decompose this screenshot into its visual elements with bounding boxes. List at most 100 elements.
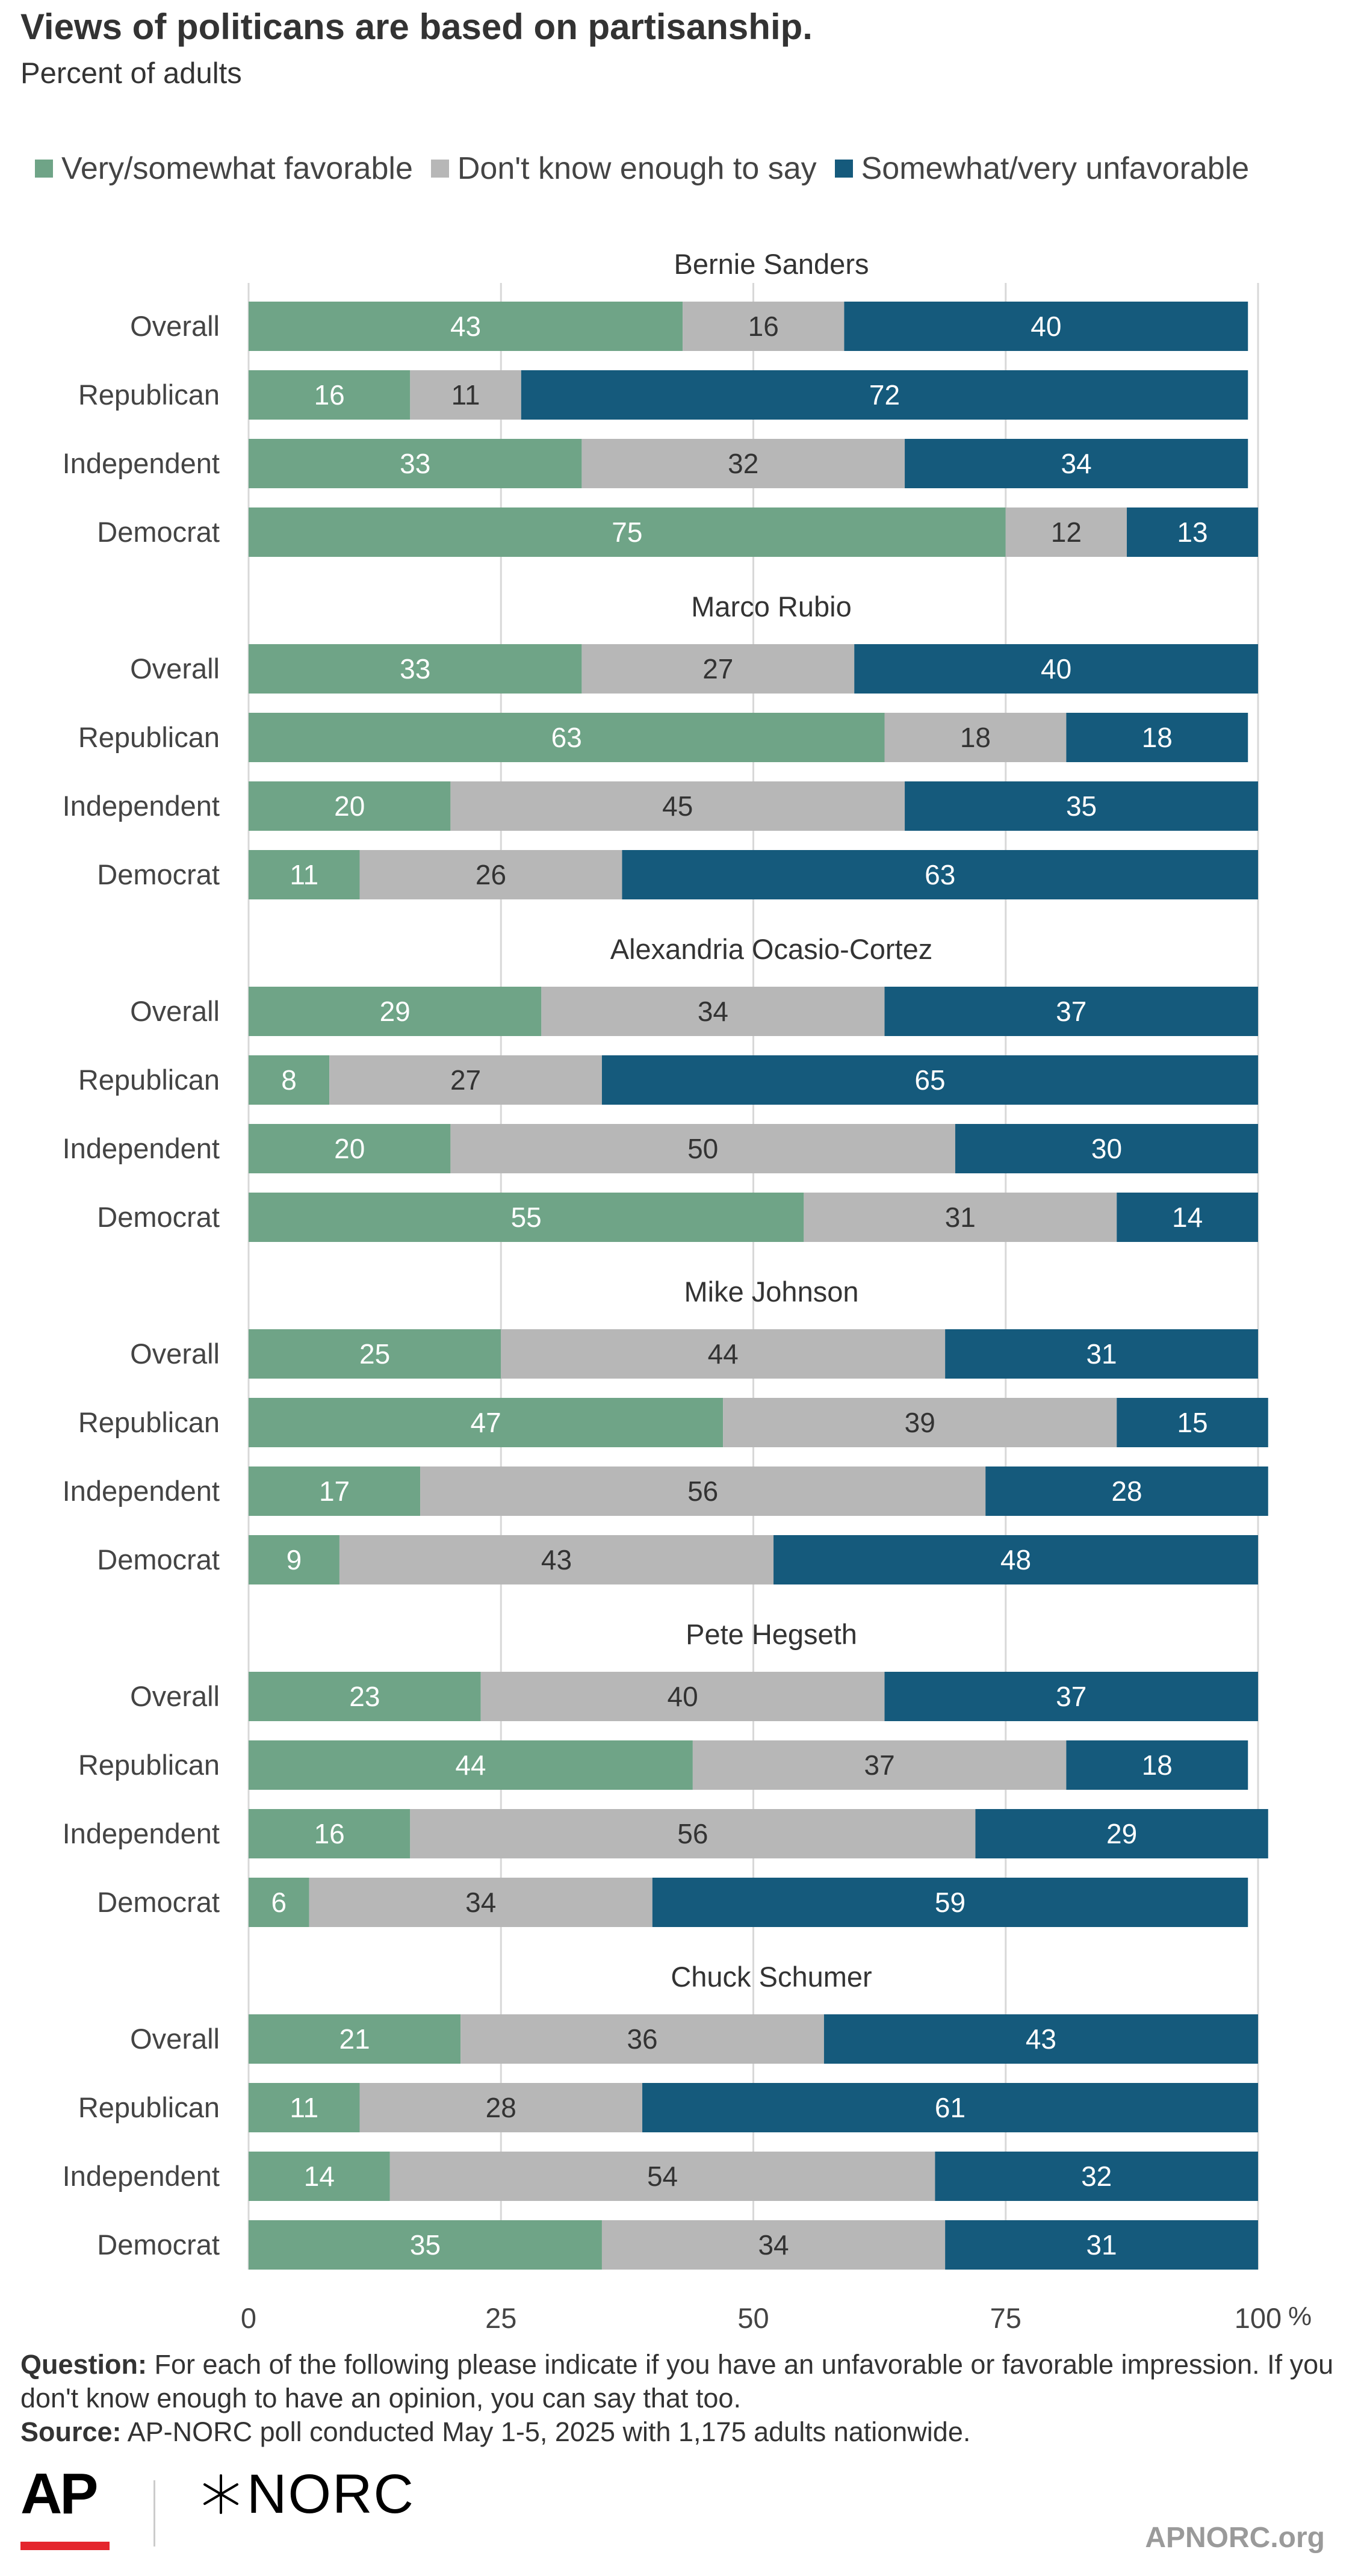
bar-segment-unfavorable — [985, 1466, 1268, 1516]
bar-segment-unfavorable — [521, 370, 1248, 420]
norc-star-icon — [203, 2474, 238, 2514]
x-tick-label: 75 — [990, 2302, 1021, 2334]
bar-segment-favorable — [249, 987, 542, 1036]
row-label: Republican — [78, 1406, 220, 1438]
footer-notes: Question: For each of the following plea… — [20, 2348, 1351, 2449]
row-label: Republican — [78, 2091, 220, 2123]
bar-segment-favorable — [249, 2083, 360, 2132]
data-label: 16 — [748, 311, 779, 342]
bar-segment-favorable — [249, 1809, 411, 1858]
chart-title: Views of politicans are based on partisa… — [20, 7, 813, 47]
bar-segment-favorable — [249, 1740, 693, 1790]
row-label: Independent — [63, 1475, 220, 1507]
bar-segment-unfavorable — [1117, 1398, 1268, 1447]
row-label: Independent — [63, 1817, 220, 1849]
question-label: Question: — [20, 2349, 147, 2380]
data-label: 18 — [960, 722, 991, 753]
bar-segment-unfavorable — [955, 1124, 1258, 1173]
row-label: Democrat — [97, 516, 220, 548]
data-label: 37 — [1056, 1681, 1086, 1712]
data-label: 43 — [541, 1544, 572, 1575]
data-label: 48 — [1000, 1544, 1031, 1575]
bar-segment-unknown — [480, 1672, 885, 1721]
data-label: 47 — [471, 1407, 501, 1438]
row-label: Republican — [78, 1064, 220, 1096]
bar-segment-unfavorable — [652, 1878, 1248, 1927]
bar-segment-unfavorable — [905, 781, 1258, 831]
data-label: 37 — [1056, 996, 1086, 1027]
x-axis-unit: % — [1288, 2301, 1312, 2331]
data-label: 34 — [698, 996, 728, 1027]
bar-segment-favorable — [249, 850, 360, 899]
bar-segment-unknown — [309, 1878, 653, 1927]
bar-segment-unfavorable — [601, 1055, 1259, 1105]
data-label: 40 — [668, 1681, 698, 1712]
data-label: 17 — [319, 1476, 350, 1507]
data-label: 63 — [551, 722, 582, 753]
bar-segment-unfavorable — [945, 1329, 1258, 1379]
data-label: 63 — [925, 859, 955, 890]
source-label: Source: — [20, 2416, 122, 2447]
bar-segment-unfavorable — [884, 987, 1258, 1036]
data-label: 15 — [1177, 1407, 1207, 1438]
data-label: 11 — [290, 859, 318, 890]
group-title: Bernie Sanders — [674, 248, 869, 280]
bar-segment-unknown — [884, 713, 1067, 762]
data-label: 40 — [1031, 311, 1061, 342]
x-tick-label: 100 — [1235, 2302, 1282, 2334]
data-label: 72 — [869, 379, 900, 411]
data-label: 65 — [914, 1064, 945, 1096]
row-label: Democrat — [97, 1201, 220, 1233]
bar-segment-unfavorable — [905, 439, 1248, 488]
data-label: 56 — [677, 1818, 708, 1849]
data-label: 34 — [758, 2229, 789, 2261]
bar-segment-unknown — [410, 370, 521, 420]
bar-segment-unfavorable — [1117, 1193, 1258, 1242]
data-label: 55 — [511, 1202, 542, 1233]
bar-segment-unknown — [359, 2083, 643, 2132]
bar-segment-unfavorable — [642, 2083, 1258, 2132]
bar-segment-unknown — [723, 1398, 1117, 1447]
data-label: 35 — [410, 2229, 441, 2261]
norc-logo-text: NORC — [247, 2463, 415, 2525]
bar-segment-unknown — [339, 1535, 774, 1584]
bar-segment-favorable — [249, 1878, 309, 1927]
data-label: 23 — [349, 1681, 380, 1712]
bar-segment-favorable — [249, 1055, 330, 1105]
bar-segment-unknown — [581, 439, 905, 488]
data-label: 36 — [627, 2023, 657, 2055]
bar-segment-unknown — [359, 850, 622, 899]
legend-item-unknown: Don't know enough to say — [430, 151, 817, 187]
data-label: 27 — [450, 1064, 481, 1096]
data-label: 45 — [662, 790, 693, 822]
bar-segment-favorable — [249, 1672, 481, 1721]
bar-segment-unfavorable — [1126, 507, 1258, 557]
bar-segment-unfavorable — [773, 1535, 1258, 1584]
data-label: 26 — [476, 859, 506, 890]
data-label: 29 — [1106, 1818, 1137, 1849]
bar-segment-unknown — [683, 302, 845, 351]
bar-segment-unfavorable — [823, 2014, 1258, 2064]
row-label: Republican — [78, 1749, 220, 1781]
bar-segment-favorable — [249, 1398, 724, 1447]
bar-segment-favorable — [249, 507, 1006, 557]
bar-segment-unknown — [329, 1055, 602, 1105]
data-label: 18 — [1142, 722, 1173, 753]
x-tick-label: 25 — [485, 2302, 516, 2334]
data-label: 11 — [290, 2092, 318, 2123]
data-label: 14 — [304, 2161, 335, 2192]
group-title: Chuck Schumer — [671, 1961, 872, 1993]
row-label: Democrat — [97, 858, 220, 890]
source-text: AP-NORC poll conducted May 1-5, 2025 wit… — [127, 2416, 971, 2447]
bar-segment-favorable — [249, 302, 683, 351]
row-label: Overall — [130, 995, 220, 1027]
data-label: 30 — [1091, 1133, 1122, 1164]
data-label: 14 — [1172, 1202, 1203, 1233]
data-label: 16 — [314, 379, 345, 411]
data-label: 16 — [314, 1818, 345, 1849]
bar-segment-unfavorable — [1066, 713, 1248, 762]
bar-segment-unknown — [692, 1740, 1067, 1790]
bar-segment-unfavorable — [935, 2152, 1258, 2201]
bar-segment-unfavorable — [854, 644, 1258, 694]
bar-segment-unknown — [450, 1124, 955, 1173]
